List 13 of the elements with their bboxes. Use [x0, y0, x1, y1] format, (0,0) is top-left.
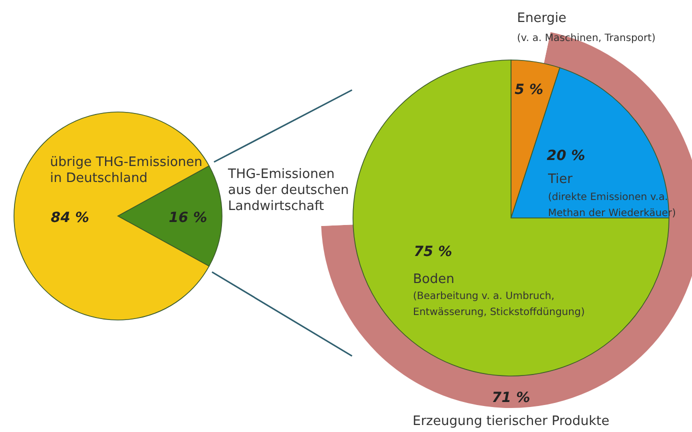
text: (Bearbeitung v. a. Umbruch, Entwässerung, Stickstoffdüngung) [413, 291, 585, 318]
slice-label: übrige THG-Emissionen in Deutschland [50, 155, 202, 186]
slice-label: Boden [413, 272, 454, 287]
data-label: 5 % [514, 82, 544, 98]
data-label: 16 % [168, 210, 208, 226]
data-label: 71 % [492, 390, 530, 406]
data-label: 84 % [50, 210, 90, 226]
data-label: 75 % [414, 244, 452, 260]
slice-label: Tier [547, 172, 574, 187]
slice-label: Erzeugung tierischer Produkte [412, 414, 610, 429]
slice-label: THG-Emissionen aus der deutschen Landwirtschaft [227, 167, 349, 214]
data-label: 20 % [546, 148, 586, 164]
slice-label: Energie [517, 11, 566, 26]
